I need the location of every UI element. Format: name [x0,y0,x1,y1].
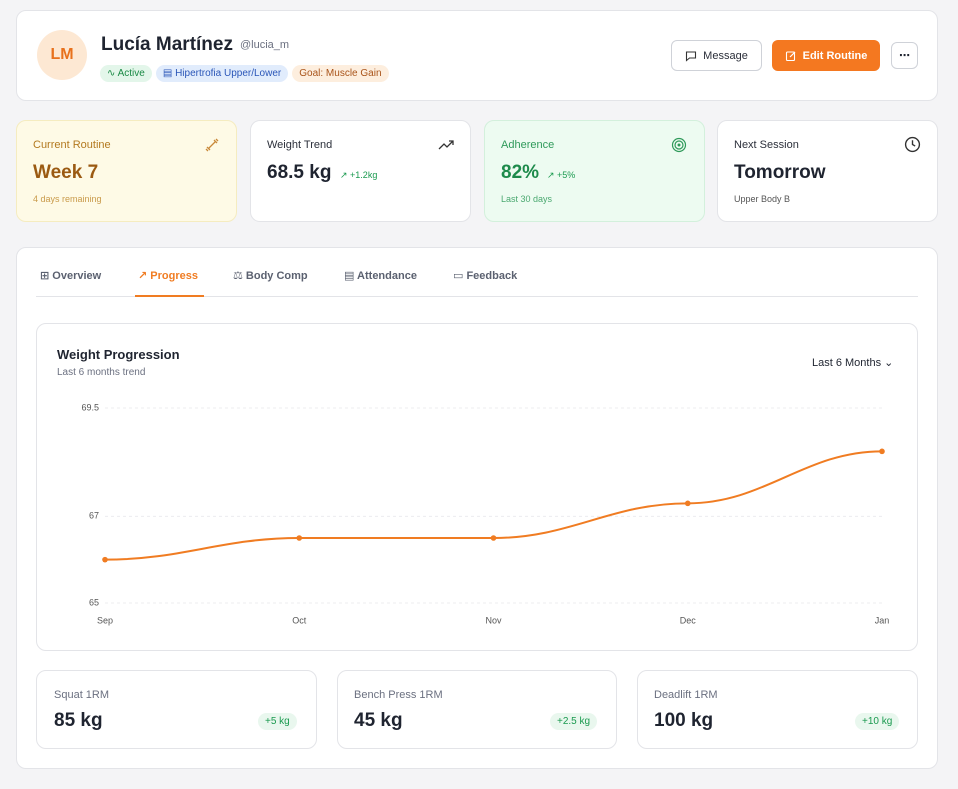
point [490,535,497,541]
message-icon [686,50,697,62]
stat-card [484,120,705,222]
y-tick-label: 67 [89,511,99,521]
range-selector[interactable]: Last 6 Months ⌄ [812,357,894,369]
stat-value: Week 7 [33,162,99,183]
tab-divider [36,296,918,297]
tab-text: Feedback [466,270,518,282]
stat-label: Next Session [734,139,799,151]
button-text: Message [703,49,748,62]
lift-value: 45 kg [354,710,403,731]
lift-card [36,670,317,749]
message-button[interactable]: Message [671,40,762,71]
change-text: +5% [557,170,576,180]
y-tick-label: 69.5 [81,402,99,412]
y-tick-label: 65 [89,597,99,607]
tab-text: Body Comp [245,270,308,282]
clock-icon [904,136,921,153]
tab-text: Progress [150,270,198,282]
stat-label: Adherence [501,139,555,151]
chart-subtitle: Last 6 months trend [57,367,146,378]
badge-text: Active [117,68,145,79]
profile-handle: @lucia_m [240,39,290,51]
stat-change: ↗ +1.2kg [340,170,378,180]
stat-value: Tomorrow [734,162,826,183]
lift-value: 100 kg [654,710,714,731]
lift-card [337,670,617,749]
trend-icon [438,140,454,150]
chart: 65 67 69.5 Sep Oct Nov Dec Jan [81,402,890,625]
tab[interactable]: ▤ Attendance [344,270,417,282]
dumbbell-icon [205,138,219,152]
lift-change: +5 kg [258,713,297,730]
x-tick-label: Sep [97,615,113,625]
tab-text: Attendance [357,270,417,282]
line [104,450,883,561]
stat-label: Current Routine [33,139,111,151]
tab-active[interactable]: ↗ Progress [138,270,198,282]
chart-title: Weight Progression [57,347,180,362]
selector-text: Last 6 Months [812,357,882,369]
badge-row: ∿ Active ▤ Hipertrofia Upper/Lower Goal: M… [100,63,393,82]
stat-card [16,120,237,222]
lift-change: +10 kg [855,713,900,730]
lift-label: Bench Press 1RM [354,689,443,701]
point [684,500,691,507]
profile-name: Lucía Martínez [101,34,233,55]
stat-note: Upper Body B [734,194,791,204]
chart-card [36,323,918,651]
status-badge: ∿ Active [100,65,152,82]
stat-note: 4 days remaining [33,194,102,204]
button-text: Edit Routine [802,49,868,62]
lift-value: 85 kg [54,710,103,731]
program-badge: ▤ Hipertrofia Upper/Lower [155,65,289,82]
x-tick-label: Nov [485,615,502,625]
tab[interactable]: ⚖ Body Comp [233,270,308,282]
edit-routine-button[interactable]: Edit Routine [772,40,880,71]
stat-value: 68.5 kg [267,162,332,183]
lift-card [637,670,918,749]
point [102,556,108,563]
more-button[interactable]: ⋯ [891,42,918,69]
x-tick-label: Jan [875,615,890,625]
stat-label: Weight Trend [267,139,333,151]
stat-change: ↗ +5% [547,170,576,180]
goal-badge: Goal: Muscle Gain [292,65,389,82]
tab[interactable]: ⊞ Overview [40,270,102,282]
lift-label: Deadlift 1RM [654,689,718,701]
change-text: +1.2kg [350,170,378,180]
edit-icon [785,50,796,61]
lift-change: +2.5 kg [550,713,598,730]
target-icon [671,137,687,153]
x-tick-label: Dec [680,615,697,625]
point [296,535,303,541]
avatar: LM [37,30,87,80]
stat-value: 82% [501,162,540,183]
x-tick-label: Oct [292,615,307,625]
point [879,448,885,455]
stat-card [717,120,938,222]
tab-text: Overview [52,270,102,282]
badge-text: Hipertrofia Upper/Lower [175,68,282,79]
tab-underline [135,295,204,297]
stat-card [250,120,471,222]
stat-note: Last 30 days [501,194,553,204]
lift-label: Squat 1RM [54,689,110,701]
tab[interactable]: ▭ Feedback [453,270,518,282]
